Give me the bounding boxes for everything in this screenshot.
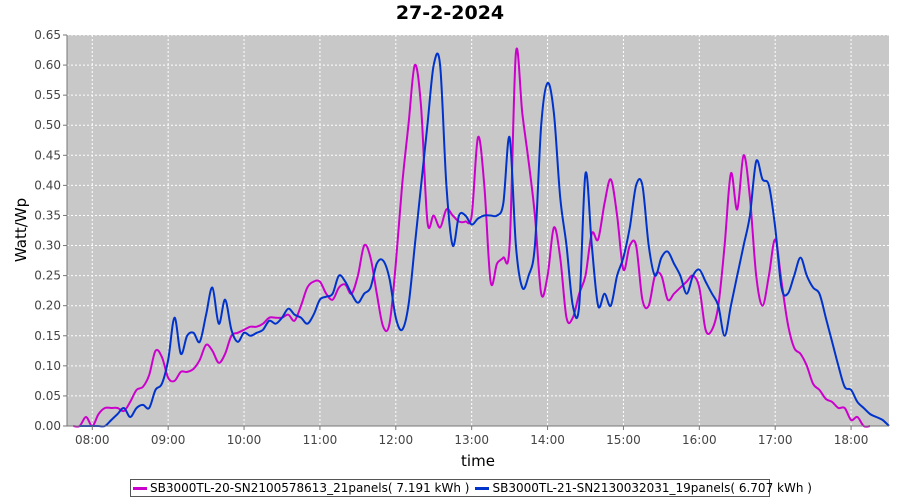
- legend: SB3000TL-20-SN2100578613_21panels( 7.191…: [130, 479, 812, 497]
- chart-title: 27-2-2024: [395, 2, 505, 24]
- y-tick-label: 0.40: [34, 178, 61, 192]
- y-tick-label: 0.25: [34, 269, 61, 283]
- x-tick-label: 09:00: [151, 433, 186, 447]
- x-tick-label: 08:00: [75, 433, 110, 447]
- y-tick-label: 0.00: [34, 419, 61, 433]
- y-tick-label: 0.55: [34, 88, 61, 102]
- y-tick-label: 0.05: [34, 389, 61, 403]
- y-tick-label: 0.10: [34, 359, 61, 373]
- y-tick-label: 0.65: [34, 28, 61, 42]
- legend-label: SB3000TL-21-SN2130032031_19panels( 6.707…: [492, 481, 812, 495]
- x-axis-label: time: [461, 452, 495, 470]
- x-tick-label: 11:00: [303, 433, 338, 447]
- x-tick-label: 10:00: [227, 433, 262, 447]
- series-line-inverter-21: [79, 52, 890, 428]
- legend-swatch-icon: [133, 486, 147, 490]
- y-tick-label: 0.50: [34, 118, 61, 132]
- x-tick-label: 12:00: [379, 433, 414, 447]
- x-tick-label: 13:00: [454, 433, 489, 447]
- legend-item-inverter-21: SB3000TL-21-SN2130032031_19panels( 6.707…: [475, 481, 812, 495]
- plot-area: [67, 35, 889, 426]
- x-tick-label: 15:00: [606, 433, 641, 447]
- legend-item-inverter-20: SB3000TL-20-SN2100578613_21panels( 7.191…: [133, 481, 469, 495]
- series-line-inverter-20: [73, 47, 871, 428]
- x-tick-label: 18:00: [834, 433, 869, 447]
- y-tick-label: 0.15: [34, 329, 61, 343]
- x-tick-label: 14:00: [530, 433, 565, 447]
- grid-lines: [67, 34, 889, 427]
- x-tick-label: 16:00: [682, 433, 717, 447]
- y-tick-label: 0.30: [34, 239, 61, 253]
- y-tick-label: 0.60: [34, 58, 61, 72]
- x-tick-label: 17:00: [758, 433, 793, 447]
- legend-swatch-icon: [475, 486, 490, 490]
- y-tick-label: 0.20: [34, 299, 61, 313]
- series-lines: [73, 47, 890, 428]
- axes: 0.00 0.05 0.10 0.15 0.20 0.25 0.30 0.35 0.40 0.45…: [34, 28, 889, 447]
- y-tick-label: 0.45: [34, 148, 61, 162]
- y-tick-label: 0.35: [34, 208, 61, 222]
- y-axis-label: Watt/Wp: [12, 198, 30, 262]
- legend-label: SB3000TL-20-SN2100578613_21panels( 7.191…: [150, 481, 470, 495]
